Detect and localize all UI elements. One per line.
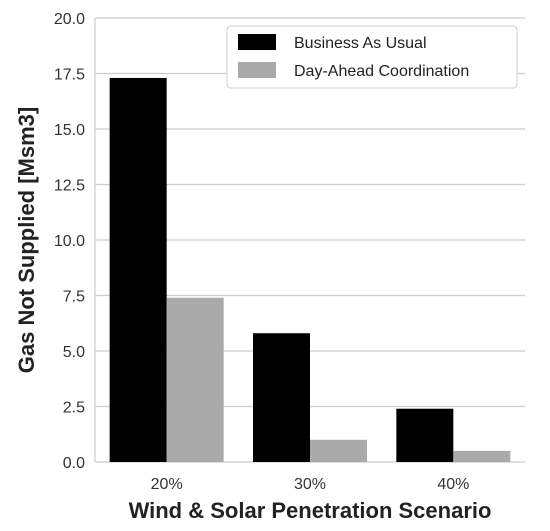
y-tick-label: 20.0	[54, 11, 85, 28]
legend-frame	[226, 25, 518, 89]
y-tick-label: 2.5	[63, 400, 85, 417]
bar-day-ahead-coordination-2	[453, 450, 511, 462]
y-tick-label: 5.0	[63, 344, 85, 361]
bar-day-ahead-coordination-0	[166, 297, 224, 462]
y-tick-label: 15.0	[54, 122, 85, 139]
ticks-layer: 0.0 2.5 5.0 7.5 10.0 12.5 15.0 17.5 20.0 20% 30% 40…	[54, 11, 469, 493]
x-tick-label: 40%	[437, 476, 469, 493]
bar-business-as-usual-1	[253, 333, 310, 462]
x-tick-label: 20%	[151, 476, 183, 493]
legend-swatch-business-as-usual	[238, 34, 276, 50]
bar-business-as-usual-0	[109, 77, 167, 462]
x-axis-title: Wind & Solar Penetration Scenario	[129, 498, 492, 523]
y-tick-label: 7.5	[63, 289, 85, 306]
y-tick-label: 10.0	[54, 233, 85, 250]
bar-business-as-usual-2	[396, 408, 454, 462]
y-tick-label: 0.0	[63, 455, 85, 472]
bars-layer	[109, 77, 511, 462]
y-tick-label: 17.5	[54, 67, 85, 84]
legend-swatch-day-ahead-coordination	[238, 62, 276, 78]
x-tick-label: 30%	[294, 476, 326, 493]
bar-day-ahead-coordination-1	[310, 439, 367, 462]
legend-label-business-as-usual: Business As Usual	[294, 35, 427, 52]
y-tick-label: 12.5	[54, 178, 85, 195]
y-axis-title: Gas Not Supplied [Msm3]	[14, 107, 39, 373]
legend: Business As Usual Day-Ahead Coordination	[226, 25, 518, 89]
legend-label-day-ahead-coordination: Day-Ahead Coordination	[294, 63, 469, 80]
